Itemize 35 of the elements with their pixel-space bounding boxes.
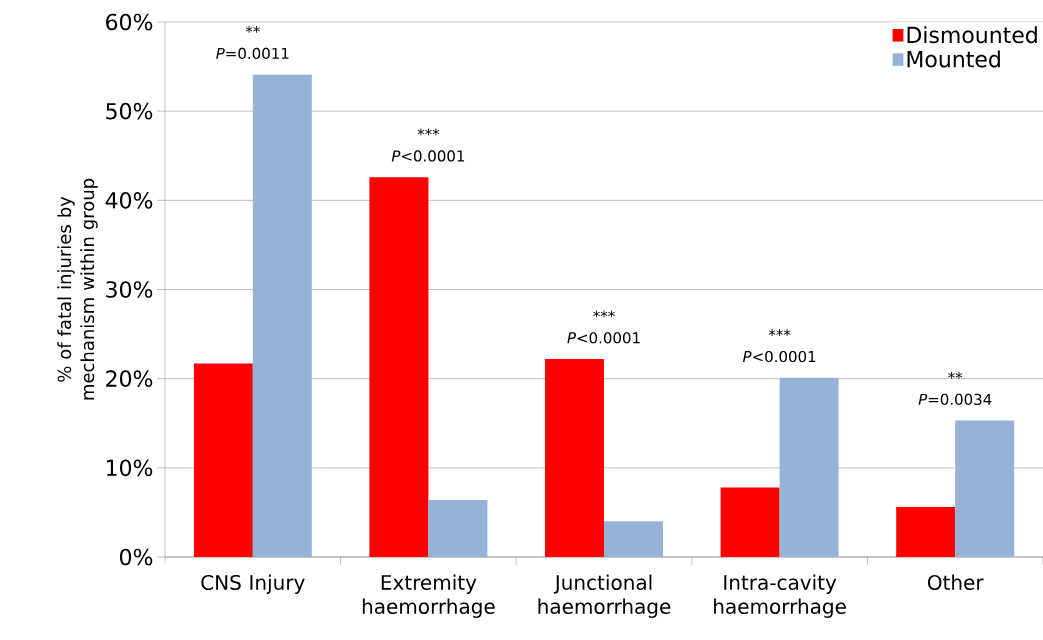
y-tick-label: 60% <box>106 13 153 31</box>
y-tick-label: 10% <box>106 459 153 477</box>
x-tick-label: Other <box>927 574 984 591</box>
legend-label: Dismounted <box>907 26 1037 44</box>
legend-label: Mounted <box>907 50 1000 68</box>
y-tick-label: 40% <box>105 192 153 209</box>
annotation: *** <box>417 128 440 136</box>
annotation: P<0.0001 <box>567 332 640 344</box>
annotation: P=0.0034 <box>918 393 992 406</box>
x-tick-label: CNS Injury <box>201 574 305 594</box>
x-tick-label: Extremity haemorrhage <box>362 574 495 618</box>
bar <box>720 487 780 557</box>
bar <box>604 521 664 557</box>
y-axis-title: % of fatal injuries by mechanism within group <box>57 178 98 400</box>
bar <box>896 507 956 557</box>
bar <box>545 359 605 557</box>
annotation: ** <box>245 25 260 33</box>
bar <box>193 363 253 557</box>
annotation: ** <box>948 371 963 379</box>
bar <box>955 420 1015 557</box>
y-tick-label: 30% <box>106 281 153 298</box>
bar <box>252 74 312 557</box>
annotation: P<0.0001 <box>742 350 816 363</box>
bar <box>779 377 839 557</box>
x-tick-label: Junctional haemorrhage <box>538 574 671 618</box>
y-tick-label: 50% <box>106 102 153 120</box>
annotation: *** <box>768 329 791 336</box>
annotation: *** <box>593 310 615 318</box>
annotation: P=0.0011 <box>216 47 289 60</box>
bar <box>428 499 488 557</box>
annotation: P<0.0001 <box>391 150 465 162</box>
x-tick-label: Intra-cavity haemorrhage <box>714 574 846 618</box>
y-tick-label: 0% <box>120 548 153 566</box>
y-tick-label: 20% <box>106 370 153 387</box>
bar <box>369 177 429 557</box>
